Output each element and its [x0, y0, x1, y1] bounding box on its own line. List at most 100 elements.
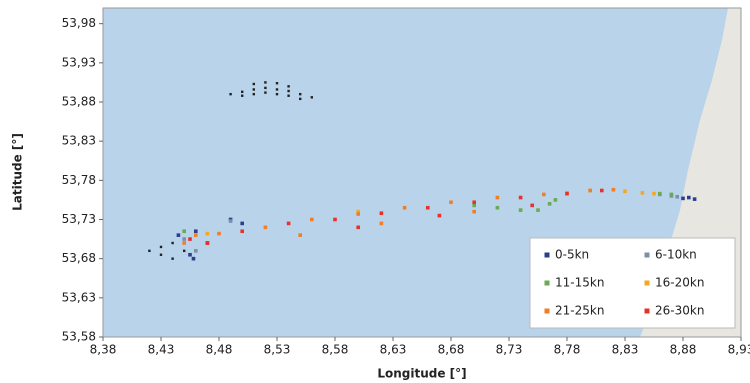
chart: Longitude [°] Latitude [°] 53,58 53,63 53,…: [0, 0, 750, 383]
track-point: [206, 241, 210, 245]
track-point: [496, 196, 500, 200]
marker-point: [171, 242, 173, 244]
track-point: [542, 193, 546, 197]
marker-point: [287, 85, 289, 87]
marker-point: [276, 93, 278, 95]
x-tick-label: 8,53: [264, 343, 291, 357]
x-tick-label: 8,93: [728, 343, 750, 357]
y-tick-label: 53,68: [62, 251, 96, 265]
track-point: [536, 208, 540, 212]
y-tick-label: 53,98: [62, 16, 96, 30]
track-point: [670, 193, 674, 197]
x-tick-label: 8,63: [380, 343, 407, 357]
track-point: [438, 214, 442, 218]
track-point: [229, 219, 233, 223]
y-tick-label: 53,93: [62, 55, 96, 69]
track-point: [206, 232, 210, 236]
track-point: [554, 198, 558, 202]
track-point: [194, 249, 198, 253]
track-point: [687, 196, 691, 200]
track-point: [600, 189, 604, 193]
legend-swatch: [545, 253, 550, 258]
legend-swatch: [645, 253, 650, 258]
track-point: [565, 192, 569, 196]
track-point: [356, 212, 360, 216]
track-point: [380, 222, 384, 226]
track-point: [693, 197, 697, 201]
track-point: [675, 195, 679, 199]
x-tick-label: 8,48: [206, 343, 233, 357]
track-point: [496, 206, 500, 210]
track-point: [658, 192, 662, 196]
marker-point: [264, 87, 266, 89]
track-point: [310, 218, 314, 222]
legend-swatch: [545, 309, 550, 314]
track-point: [182, 229, 186, 233]
x-tick-label: 8,43: [148, 343, 175, 357]
marker-point: [264, 81, 266, 83]
marker-point: [229, 93, 231, 95]
marker-point: [171, 257, 173, 259]
marker-point: [264, 91, 266, 93]
track-point: [623, 190, 627, 194]
y-axis-title: Latitude [°]: [11, 133, 25, 211]
track-point: [194, 229, 198, 233]
track-point: [449, 200, 453, 204]
track-point: [588, 189, 592, 193]
track-point: [548, 202, 552, 206]
track-point: [472, 200, 476, 204]
marker-point: [253, 88, 255, 90]
marker-point: [160, 254, 162, 256]
track-point: [194, 233, 198, 237]
y-tick-label: 53,58: [62, 330, 96, 344]
x-axis-title: Longitude [°]: [377, 367, 466, 381]
legend-label: 21-25kn: [555, 304, 604, 318]
x-tick-label: 8,38: [90, 343, 117, 357]
marker-point: [253, 93, 255, 95]
legend-label: 0-5kn: [555, 248, 589, 262]
track-point: [356, 226, 360, 230]
track-point: [217, 232, 221, 236]
legend-label: 11-15kn: [555, 276, 604, 290]
legend-label: 16-20kn: [655, 276, 704, 290]
track-point: [426, 206, 430, 210]
legend-label: 6-10kn: [655, 248, 697, 262]
marker-point: [160, 246, 162, 248]
track-point: [188, 237, 192, 241]
track-point: [298, 233, 302, 237]
y-tick-label: 53,63: [62, 290, 96, 304]
x-tick-label: 8,58: [322, 343, 349, 357]
marker-point: [183, 250, 185, 252]
track-point: [641, 191, 645, 195]
track-point: [380, 211, 384, 215]
marker-point: [287, 95, 289, 97]
marker-point: [148, 250, 150, 252]
marker-point: [276, 82, 278, 84]
track-point: [681, 197, 685, 201]
marker-point: [241, 91, 243, 93]
track-point: [519, 208, 523, 212]
y-tick-label: 53,78: [62, 173, 96, 187]
track-point: [192, 257, 196, 261]
marker-point: [299, 93, 301, 95]
track-point: [652, 192, 656, 196]
track-point: [403, 206, 407, 210]
y-tick-label: 53,88: [62, 95, 96, 109]
legend-label: 26-30kn: [655, 304, 704, 318]
track-point: [264, 226, 268, 230]
legend-swatch: [645, 309, 650, 314]
track-point: [333, 218, 337, 222]
marker-point: [287, 90, 289, 92]
track-point: [240, 229, 244, 233]
x-tick-label: 8,73: [496, 343, 523, 357]
marker-point: [299, 98, 301, 100]
marker-point: [253, 83, 255, 85]
legend-swatch: [645, 281, 650, 286]
track-point: [287, 222, 291, 226]
legend-swatch: [545, 281, 550, 286]
track-point: [472, 204, 476, 208]
marker-point: [311, 96, 313, 98]
y-tick-label: 53,73: [62, 212, 96, 226]
track-point: [612, 188, 616, 192]
track-point: [182, 241, 186, 245]
